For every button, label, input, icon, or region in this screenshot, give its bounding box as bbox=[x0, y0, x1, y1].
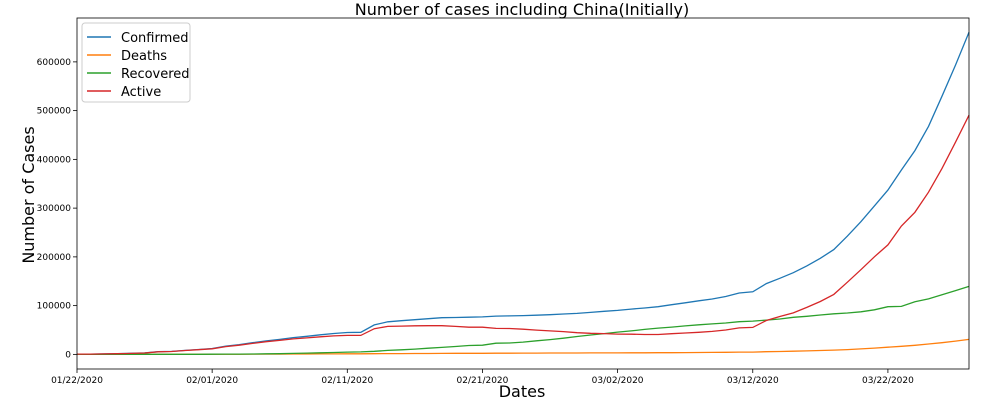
legend-label-recovered: Recovered bbox=[121, 67, 190, 82]
y-tick-label: 600000 bbox=[37, 58, 72, 68]
x-axis-label: Dates bbox=[499, 382, 546, 401]
legend-label-confirmed: Confirmed bbox=[121, 31, 189, 46]
legend-label-deaths: Deaths bbox=[121, 49, 167, 64]
x-tick-label: 02/21/2020 bbox=[457, 376, 509, 386]
y-tick-label: 200000 bbox=[37, 253, 72, 263]
series-line-recovered bbox=[77, 285, 970, 356]
x-tick-label: 01/22/2020 bbox=[51, 376, 103, 386]
y-tick-label: 500000 bbox=[37, 107, 72, 117]
x-tick-label: 02/01/2020 bbox=[186, 376, 238, 386]
ticks-layer: 01/22/2020 02/01/2020 02/11/2020 02/21/2020… bbox=[37, 58, 914, 386]
x-tick-label: 03/12/2020 bbox=[727, 376, 779, 386]
chart-title: Number of cases including China(Initiall… bbox=[355, 0, 689, 19]
x-tick-label: 03/02/2020 bbox=[592, 376, 644, 386]
y-tick-label: 100000 bbox=[37, 302, 72, 312]
y-tick-label: 0 bbox=[65, 350, 71, 360]
y-tick-label: 400000 bbox=[37, 155, 72, 165]
series-line-active bbox=[77, 114, 970, 355]
legend-box bbox=[81, 22, 191, 103]
legend: Confirmed Deaths Recovered Active bbox=[81, 22, 191, 103]
series-layer bbox=[77, 32, 970, 356]
x-tick-label: 02/11/2020 bbox=[321, 376, 373, 386]
plot-frame bbox=[76, 17, 970, 370]
y-axis-label: Number of Cases bbox=[19, 126, 38, 263]
y-tick-label: 300000 bbox=[37, 204, 72, 214]
legend-label-active: Active bbox=[121, 85, 161, 100]
x-tick-label: 03/22/2020 bbox=[862, 376, 914, 386]
